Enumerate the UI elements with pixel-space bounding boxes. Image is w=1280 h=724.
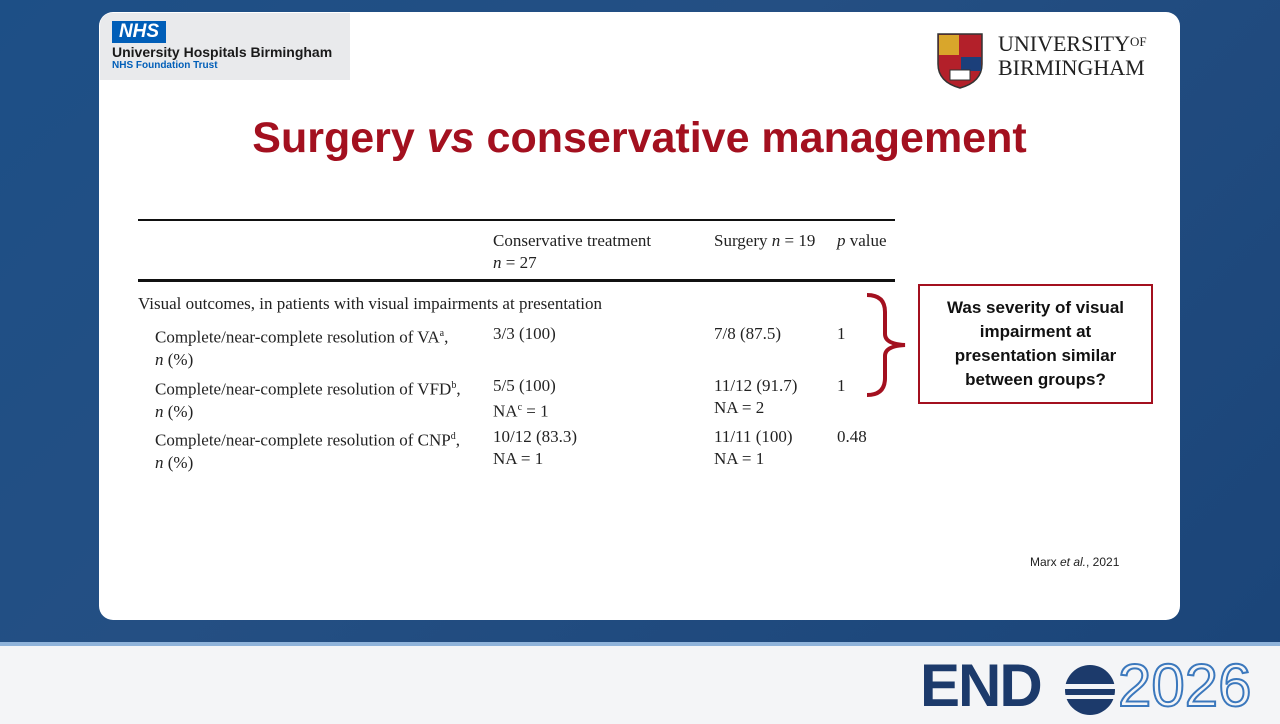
title-italic: vs — [426, 114, 475, 162]
row-label: Complete/near-complete resolution of VFD… — [155, 375, 461, 423]
brace — [866, 293, 906, 397]
label-text: Complete/near-complete resolution of CNP — [155, 430, 451, 450]
cell-text: 11/12 (91.7) — [714, 376, 798, 395]
label-var: n — [155, 349, 164, 369]
cell-sup: c — [517, 402, 523, 413]
table-cell: 1 — [837, 323, 846, 345]
slide: NHS University Hospitals Birmingham NHS … — [99, 12, 1180, 620]
cell-text: NA = 1 — [714, 449, 765, 468]
table-cell: 11/11 (100) NA = 1 — [714, 426, 793, 470]
citation-year: , 2021 — [1086, 555, 1120, 569]
table-rule — [138, 279, 895, 282]
table-cell: 0.48 — [837, 426, 867, 448]
table-cell: 1 — [837, 375, 846, 397]
table-cell: 10/12 (83.3) NA = 1 — [493, 426, 577, 470]
label-text: (%) — [163, 349, 194, 369]
label-text: Complete/near-complete resolution of VA — [155, 327, 440, 347]
cell-text: 0.48 — [837, 427, 867, 446]
globe — [1065, 665, 1115, 715]
label-sup: b — [451, 380, 457, 391]
row-label: Complete/near-complete resolution of CNP… — [155, 426, 460, 474]
brand-year: 2026 — [1117, 652, 1252, 719]
section-row: Visual outcomes, in patients with visual… — [138, 294, 603, 313]
header-text: value — [845, 231, 887, 250]
uob-name: UNIVERSITYOF BIRMINGHAM — [998, 30, 1147, 80]
table-cell: 3/3 (100) — [493, 323, 556, 345]
table-cell: 5/5 (100) NAc = 1 — [493, 375, 556, 423]
brand: END — [920, 652, 1043, 719]
header-text: Conservative treatment — [493, 231, 652, 250]
label-var: n — [155, 401, 164, 421]
header-var: n — [493, 253, 502, 272]
label-text: (%) — [163, 401, 194, 421]
label-text: (%) — [163, 452, 194, 472]
label-text: , — [455, 430, 460, 450]
cell-text: = 1 — [522, 401, 549, 421]
label-var: n — [155, 452, 164, 472]
cell-text: 11/11 (100) — [714, 427, 793, 446]
citation-author: Marx — [1030, 555, 1060, 569]
cell-text: 1 — [837, 376, 846, 395]
label-text: , — [456, 379, 461, 399]
table-cell: 11/12 (91.7) NA = 2 — [714, 375, 797, 419]
table-cell: 7/8 (87.5) — [714, 323, 781, 345]
cell-text: 10/12 (83.3) — [493, 427, 578, 446]
cell-text: 7/8 (87.5) — [714, 324, 782, 343]
label-text: , — [444, 327, 449, 347]
title-part: conservative management — [474, 114, 1027, 162]
slide-title: Surgery vs conservative management — [99, 114, 1180, 163]
uob-line2: BIRMINGHAM — [998, 55, 1145, 80]
nhs-trust: NHS Foundation Trust — [112, 60, 218, 71]
cell-text: NA = 2 — [714, 398, 765, 417]
cell-text: NA = 1 — [493, 449, 544, 468]
row-label: Complete/near-complete resolution of VAa… — [155, 323, 448, 371]
nhs-org: University Hospitals Birmingham — [112, 44, 333, 60]
citation-etal: et al. — [1060, 555, 1087, 569]
label-text: Complete/near-complete resolution of VFD — [155, 379, 452, 399]
cell-text: 5/5 (100) — [493, 376, 556, 395]
column-header: Surgery n = 19 — [714, 230, 815, 252]
header-var: n — [771, 231, 781, 250]
header-text: = 19 — [780, 231, 816, 250]
uob-line1: UNIVERSITY — [998, 31, 1130, 56]
table-rule — [138, 219, 895, 221]
cell-text: 1 — [837, 324, 846, 343]
cell-text: NA — [493, 401, 518, 421]
column-header: Conservative treatment n = 27 — [493, 230, 651, 274]
header-text: = 27 — [501, 253, 537, 272]
column-header: p value — [837, 230, 887, 252]
cell-text: 3/3 (100) — [493, 324, 556, 343]
citation: Marx et al., 2021 — [1030, 555, 1119, 569]
header-var: p — [837, 231, 846, 250]
label-sup: d — [450, 431, 456, 442]
nhs-logo: NHS University Hospitals Birmingham NHS … — [100, 13, 350, 80]
uob-crest — [937, 33, 983, 89]
callout: Was severity of visual impairment at pre… — [918, 284, 1153, 404]
label-sup: a — [439, 328, 445, 339]
footer: END 2026 — [0, 642, 1280, 724]
nhs-badge: NHS — [112, 21, 166, 43]
header-text: Surgery — [714, 231, 772, 250]
uob-of: OF — [1130, 34, 1147, 49]
title-part: Surgery — [252, 114, 427, 162]
